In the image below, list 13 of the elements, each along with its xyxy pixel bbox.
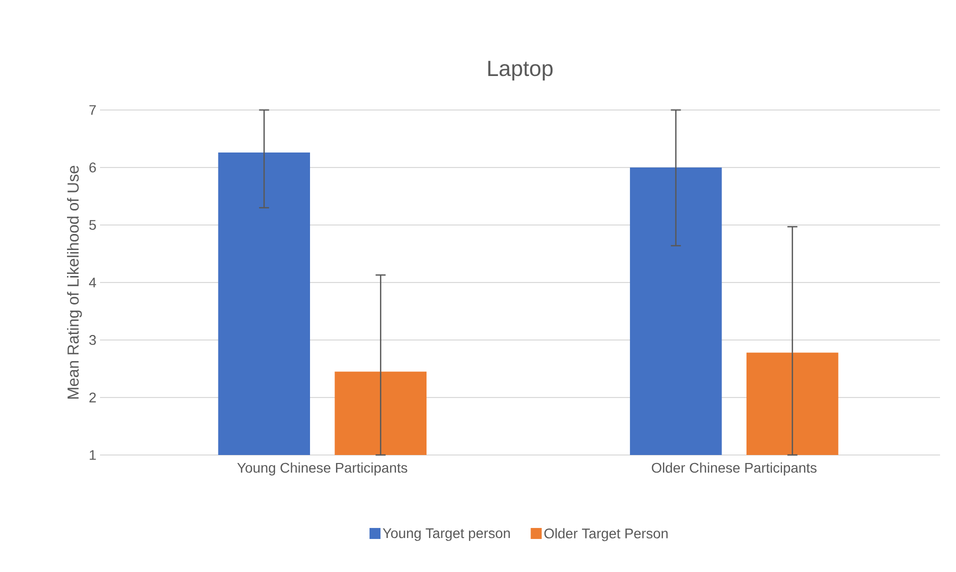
y-tick-label: 3 bbox=[89, 335, 96, 345]
y-axis-title: Mean Rating of Likelihood of Use bbox=[67, 166, 82, 399]
x-tick-label: Young Chinese Participants bbox=[237, 462, 408, 476]
y-tick-label: 2 bbox=[89, 392, 96, 402]
y-tick-label: 6 bbox=[89, 162, 96, 172]
y-tick-label: 4 bbox=[89, 278, 96, 288]
x-tick-label: Older Chinese Participants bbox=[652, 462, 817, 476]
legend-label: Older Target Person bbox=[544, 528, 668, 542]
y-tick-label: 1 bbox=[90, 450, 96, 460]
y-tick-label: 7 bbox=[89, 105, 96, 115]
legend-label: Young Target person bbox=[382, 528, 510, 541]
y-tick-label: 5 bbox=[89, 220, 96, 230]
chart-title: Laptop bbox=[488, 60, 553, 80]
